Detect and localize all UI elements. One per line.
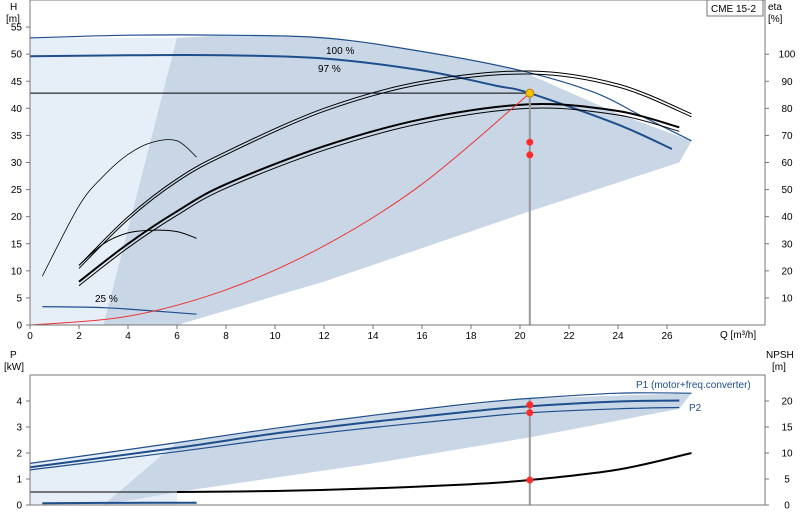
eta-duty-point <box>526 151 534 159</box>
eta-curve-max-2 <box>78 73 692 269</box>
head-tick-label: 0 <box>16 321 22 332</box>
eta-tick-label: 90 <box>781 77 793 88</box>
head-tick-label: 45 <box>11 77 23 88</box>
curve-label-p1: P1 (motor+freq.converter) <box>636 380 751 391</box>
x-tick-label: 10 <box>269 331 281 342</box>
power-curve-low <box>42 501 197 505</box>
npsh-tick-label: 20 <box>781 397 793 408</box>
p1-curve <box>29 392 692 464</box>
power-band <box>103 393 692 505</box>
power-tick-label: 4 <box>16 397 22 408</box>
power-tick-label: 1 <box>16 475 22 486</box>
curves <box>29 34 692 505</box>
chart-title: CME 15-2 <box>711 4 756 15</box>
p2-curve <box>29 406 680 471</box>
head-curve-100 <box>29 34 692 142</box>
flow-axis-title: Q [m³/h] <box>720 330 756 341</box>
x-tick-label: 20 <box>514 331 526 342</box>
npsh-tick-label: 10 <box>781 449 793 460</box>
head-tick-label: 55 <box>11 23 23 34</box>
npsh-curve <box>176 452 692 493</box>
eta-duty-point <box>526 138 534 146</box>
power-duty-point <box>526 401 534 409</box>
npsh-axis-title: NPSH <box>766 350 794 361</box>
head-curve-25 <box>42 306 197 315</box>
x-tick-label: 2 <box>76 331 82 342</box>
x-tick-label: 16 <box>416 331 428 342</box>
operating-range-bands <box>30 35 692 505</box>
power-tick-label: 3 <box>16 423 22 434</box>
head-tick-label: 35 <box>11 131 23 142</box>
head-tick-label: 25 <box>11 185 23 196</box>
eta-tick-label: 80 <box>781 104 793 115</box>
x-tick-label: 24 <box>612 331 624 342</box>
eta-curve-low <box>41 139 197 277</box>
eta-tick-label: 20 <box>781 266 793 277</box>
power-duty-point <box>526 409 534 417</box>
p1-curve-duty <box>29 399 680 469</box>
head-tick-label: 15 <box>11 239 23 250</box>
eta-tick-label: 60 <box>781 158 793 169</box>
title-box <box>706 0 764 17</box>
npsh-tick-label: 5 <box>784 475 790 486</box>
head-axis-title: H <box>10 2 17 13</box>
head-tick-label: 50 <box>11 50 23 61</box>
x-tick-label: 14 <box>367 331 379 342</box>
head-tick-label: 40 <box>11 104 23 115</box>
npsh-axis-unit: [m] <box>772 362 786 373</box>
grid-lines <box>26 26 769 506</box>
eta-axis-title: eta <box>768 2 782 13</box>
x-tick-label: 18 <box>465 331 477 342</box>
head-tick-label: 30 <box>11 158 23 169</box>
head-curve-97 <box>29 53 673 150</box>
eta-curve-25 <box>78 229 197 266</box>
eta-axis-unit: [%] <box>768 14 783 25</box>
eta-curve-duty <box>78 103 680 283</box>
npsh-duty-point <box>526 476 534 484</box>
head-tick-label: 5 <box>16 293 22 304</box>
npsh-tick-label: 15 <box>781 423 793 434</box>
power-axis-title: P <box>10 350 17 361</box>
points <box>525 88 535 484</box>
npsh-tick-label: 0 <box>784 501 790 512</box>
power-tick-label: 2 <box>16 449 22 460</box>
curve-label-97: 97 % <box>318 64 341 75</box>
x-tick-label: 0 <box>27 331 33 342</box>
head-axis-unit: [m] <box>6 14 20 25</box>
eta-tick-label: 10 <box>781 293 793 304</box>
x-tick-label: 12 <box>318 331 330 342</box>
head-band <box>103 35 692 325</box>
eta-tick-label: 40 <box>781 212 793 223</box>
x-tick-label: 4 <box>125 331 131 342</box>
top-plot-frame <box>29 0 766 326</box>
curve-label-25: 25 % <box>95 294 118 305</box>
head-tick-label: 20 <box>11 212 23 223</box>
head-tick-label: 10 <box>11 266 23 277</box>
eta-tick-label: 70 <box>781 131 793 142</box>
eta-tick-label: 30 <box>781 239 793 250</box>
eta-tick-label: 100 <box>779 50 796 61</box>
eta-curve-max <box>78 70 692 266</box>
bottom-plot-frame <box>29 374 766 506</box>
curve-label-p2: P2 <box>689 403 702 414</box>
curve-label-100: 100 % <box>326 46 354 57</box>
system-curve <box>29 92 531 326</box>
x-tick-label: 22 <box>563 331 575 342</box>
power-axis-unit: [kW] <box>4 362 24 373</box>
power-tick-label: 0 <box>16 501 22 512</box>
x-tick-label: 8 <box>223 331 229 342</box>
x-tick-label: 6 <box>174 331 180 342</box>
axis-text: 0 2 4 6 8 10 12 14 16 18 20 22 24 2605101520253035404… <box>11 23 796 512</box>
x-tick-label: 26 <box>661 331 673 342</box>
eta-tick-label: 50 <box>781 185 793 196</box>
operating-point <box>525 88 535 98</box>
